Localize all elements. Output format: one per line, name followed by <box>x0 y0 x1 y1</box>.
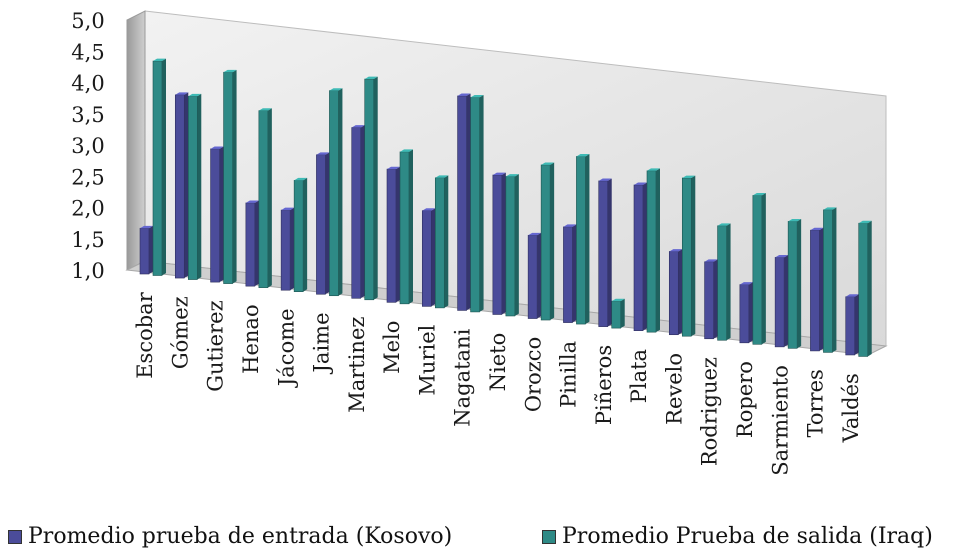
x-tick-label: Nieto <box>486 333 510 392</box>
legend-item-salida: Promedio Prueba de salida (Iraq) <box>542 524 933 549</box>
x-tick-label: Jaime <box>310 312 334 374</box>
x-tick-label: Rodriguez <box>698 357 722 466</box>
bar-entrada-18 <box>774 254 789 348</box>
bar-entrada-20 <box>845 294 859 356</box>
bar-salida-4 <box>293 177 308 292</box>
bar-entrada-19 <box>810 227 824 352</box>
bar-entrada-15 <box>668 249 683 336</box>
x-tick-label: Torres <box>804 369 828 437</box>
bar-entrada-2 <box>210 146 224 283</box>
y-axis-ticks: 1,0 1,5 2,0 2,5 3,0 3,5 4,0 4,5 5,0 <box>71 9 104 283</box>
x-tick-label: Escobar <box>133 291 157 378</box>
legend-label-salida: Promedio Prueba de salida (Iraq) <box>562 524 933 549</box>
x-axis-labels: Escobar Gómez Gutierez Henao Jácome Jaime Mart… <box>133 291 863 475</box>
bar-entrada-7 <box>386 166 400 303</box>
bar-entrada-14 <box>633 182 647 331</box>
bar-salida-8 <box>434 175 449 309</box>
legend-item-entrada: Promedio prueba de entrada (Kosovo) <box>8 524 452 549</box>
y-tick-label: 3,5 <box>71 103 104 127</box>
bar-salida-19 <box>823 207 837 353</box>
bar-salida-16 <box>717 223 731 341</box>
x-tick-label: Gutierez <box>204 300 228 391</box>
y-tick-label: 2,5 <box>71 165 104 189</box>
y-tick-label: 4,5 <box>71 40 104 64</box>
x-tick-label: Nagatani <box>451 328 475 426</box>
bar-salida-9 <box>470 95 484 313</box>
bar-salida-6 <box>364 76 378 301</box>
bar-entrada-0 <box>139 225 153 275</box>
bar-entrada-6 <box>351 125 365 299</box>
bar-salida-0 <box>152 58 166 276</box>
y-tick-label: 1,0 <box>71 259 104 283</box>
bar-entrada-1 <box>174 92 189 279</box>
bar-salida-3 <box>258 108 272 288</box>
x-tick-label: Ropero <box>733 361 757 438</box>
x-tick-label: Plata <box>627 349 651 403</box>
bar-entrada-16 <box>704 259 718 340</box>
bar-entrada-11 <box>527 232 542 319</box>
bar-salida-7 <box>399 149 413 305</box>
bar-salida-13 <box>611 298 625 329</box>
y-tick-label: 1,5 <box>71 228 104 252</box>
x-tick-label: Pinilla <box>557 341 581 408</box>
x-tick-label: Henao <box>239 304 263 373</box>
bars <box>139 58 872 357</box>
bar-salida-1 <box>187 93 202 280</box>
bar-salida-10 <box>505 174 519 317</box>
bar-entrada-8 <box>421 208 436 307</box>
x-tick-label: Gómez <box>168 296 192 369</box>
bar-entrada-5 <box>316 152 330 295</box>
bar-salida-2 <box>223 69 237 284</box>
bar-salida-11 <box>540 162 555 321</box>
x-tick-label: Valdés <box>839 373 863 443</box>
bar-entrada-4 <box>280 207 295 291</box>
bar-salida-17 <box>752 193 766 345</box>
bar-entrada-12 <box>563 224 577 323</box>
bar-entrada-10 <box>492 172 506 315</box>
y-tick-label: 3,0 <box>71 134 104 158</box>
y-tick-label: 4,0 <box>71 72 104 96</box>
bar-salida-5 <box>329 88 343 297</box>
x-tick-label: Melo <box>380 321 404 374</box>
x-tick-label: Revelo <box>662 353 686 425</box>
legend-swatch-entrada <box>8 529 22 544</box>
bar-entrada-3 <box>245 200 259 287</box>
bar-salida-15 <box>681 175 696 337</box>
bar-entrada-17 <box>739 282 753 344</box>
bar-entrada-9 <box>457 93 471 311</box>
legend-swatch-salida <box>542 529 556 544</box>
legend-label-entrada: Promedio prueba de entrada (Kosovo) <box>28 524 453 549</box>
x-tick-label: Jácome <box>274 308 298 388</box>
bar-entrada-13 <box>598 178 612 327</box>
x-tick-label: Muriel <box>415 324 439 395</box>
x-tick-label: Sarmiento <box>768 365 792 476</box>
legend: Promedio prueba de entrada (Kosovo) Prom… <box>0 524 980 556</box>
x-tick-label: Piñeros <box>592 345 616 425</box>
bar-chart: 1,0 1,5 2,0 2,5 3,0 3,5 4,0 4,5 5,0 Escobar Gómez… <box>71 9 888 476</box>
bar-salida-12 <box>576 154 590 325</box>
x-tick-label: Martinez <box>345 317 369 413</box>
bar-salida-14 <box>646 168 660 333</box>
bar-salida-18 <box>787 218 802 349</box>
x-tick-label: Orozco <box>521 337 545 412</box>
y-tick-label: 2,0 <box>71 197 104 221</box>
bar-salida-20 <box>858 220 872 357</box>
y-tick-label: 5,0 <box>71 9 104 33</box>
